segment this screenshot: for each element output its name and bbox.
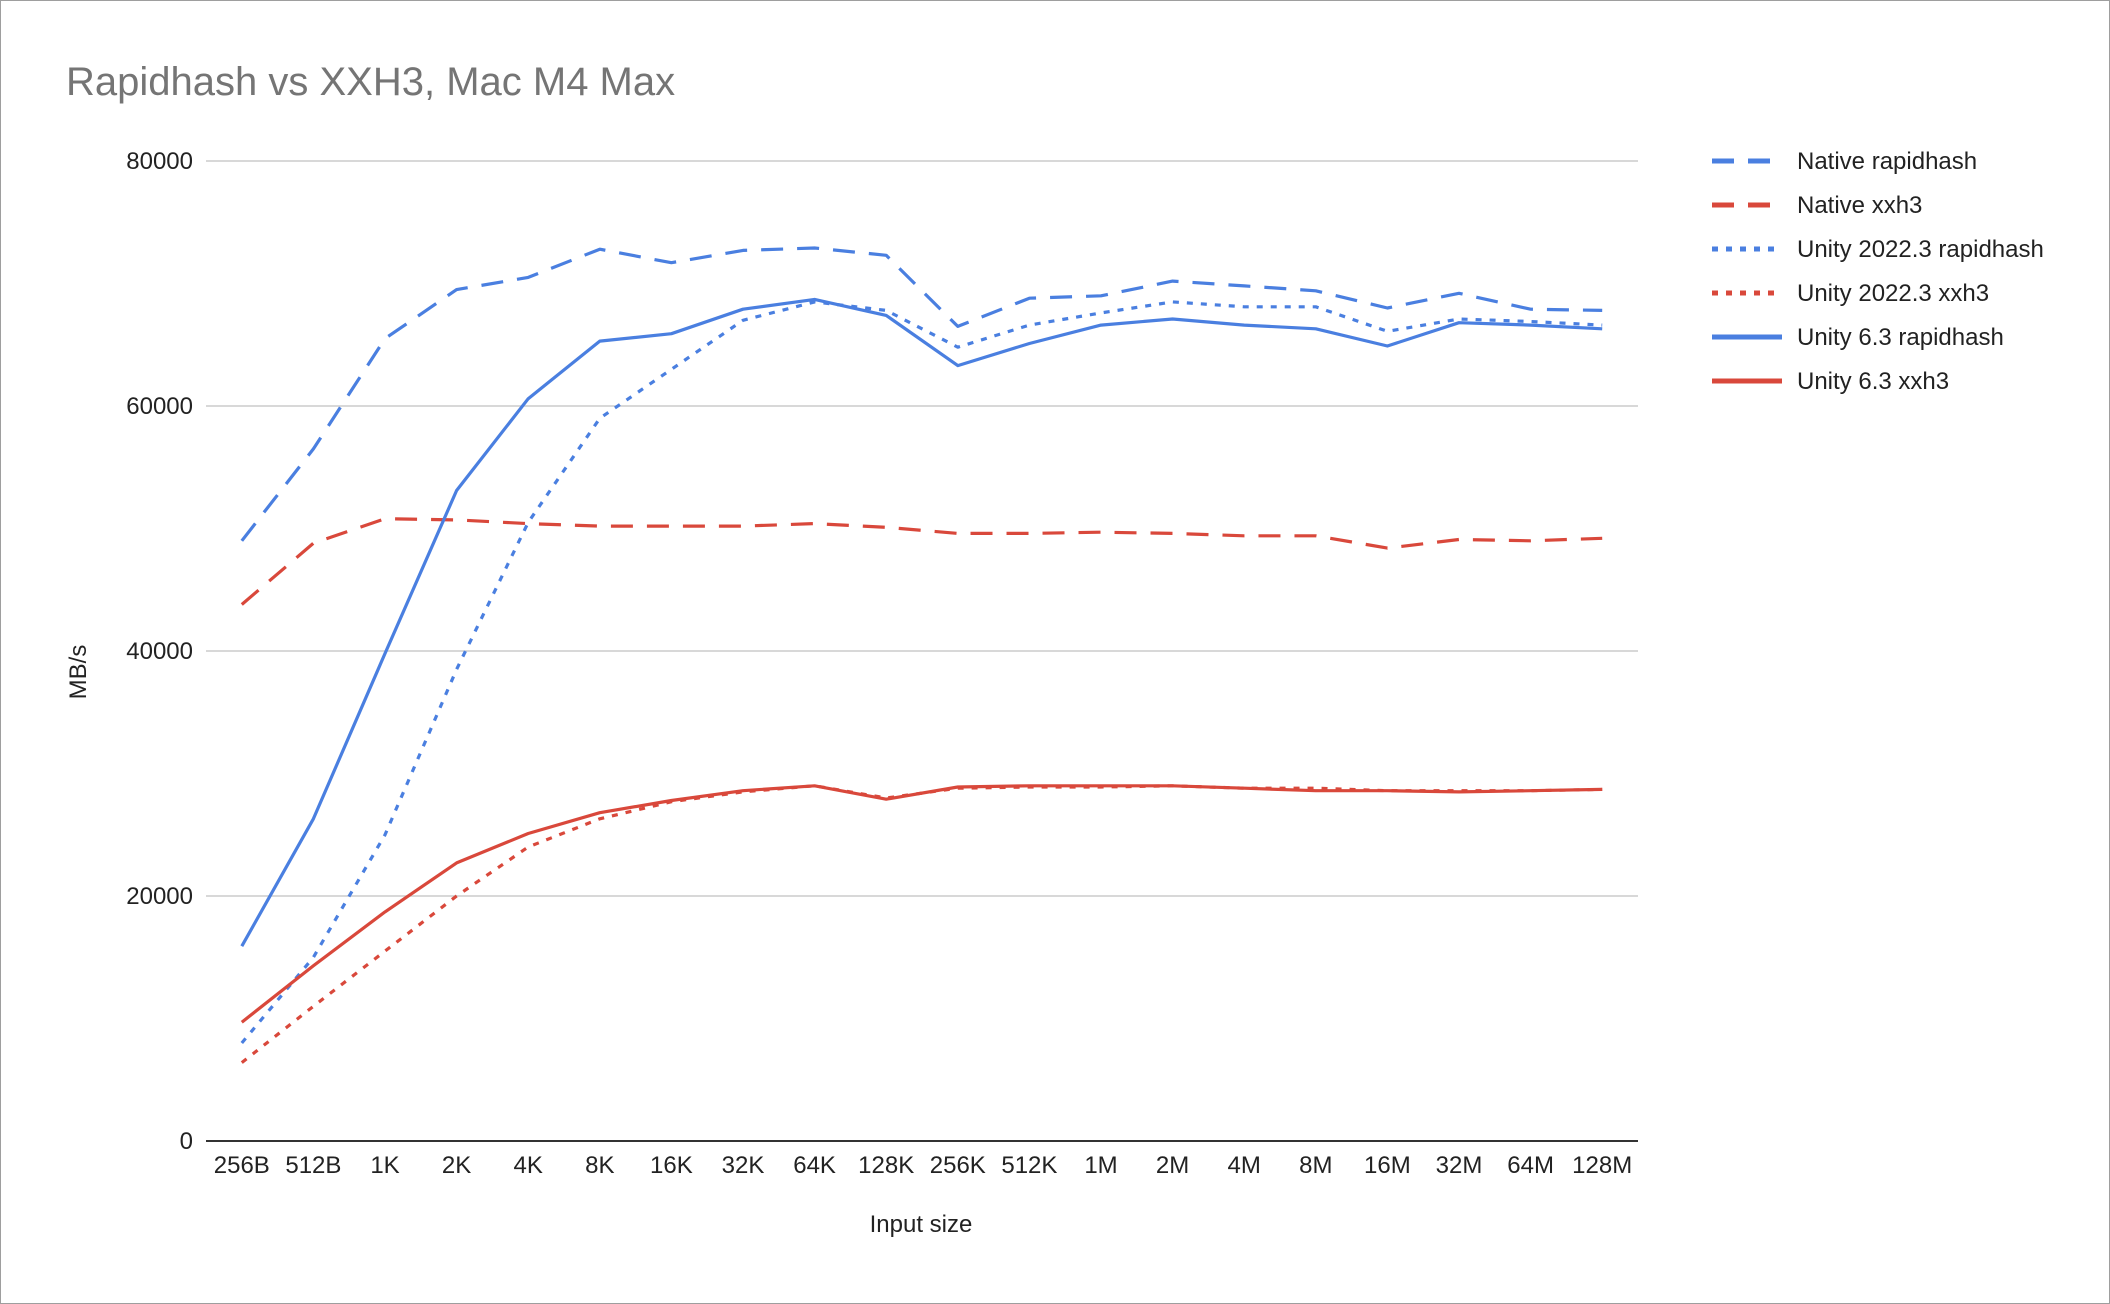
x-tick-label: 64M [1507,1152,1554,1179]
x-tick-label: 32K [722,1152,765,1179]
x-tick-label: 512K [1001,1152,1057,1179]
legend-label: Unity 2022.3 rapidhash [1797,236,2044,263]
legend-label: Unity 6.3 xxh3 [1797,368,1949,395]
x-tick-label: 128K [858,1152,914,1179]
x-tick-label: 256B [214,1152,270,1179]
legend-label: Unity 6.3 rapidhash [1797,324,2004,351]
y-tick-label: 60000 [126,393,193,420]
legend-label: Unity 2022.3 xxh3 [1797,280,1989,307]
series-line-unity-6-3-rapidhash [240,297,1603,947]
series-line-unity-2022-3-rapidhash [240,300,1603,1045]
legend: Native rapidhash Native xxh3 Unity 2022.3 … [1712,148,2044,395]
x-tick-label: 64K [793,1152,836,1179]
y-tick-label: 80000 [126,148,193,175]
x-tick-label: 4M [1228,1152,1261,1179]
x-tick-label: 8K [585,1152,614,1179]
x-tick-label: 1K [370,1152,399,1179]
series-lines [240,246,1603,1064]
x-tick-label: 16M [1364,1152,1411,1179]
y-tick-label: 40000 [126,638,193,665]
x-tick-label: 8M [1299,1152,1332,1179]
series-line-native-xxh3 [240,517,1603,606]
x-tick-label: 512B [285,1152,341,1179]
y-tick-label: 20000 [126,883,193,910]
series-line-unity-2022-3-xxh3 [240,784,1603,1064]
x-tick-label: 256K [930,1152,986,1179]
chart-title: Rapidhash vs XXH3, Mac M4 Max [66,60,676,104]
x-tick-label: 1M [1084,1152,1117,1179]
x-tick-label: 32M [1436,1152,1483,1179]
x-tick-label: 128M [1572,1152,1632,1179]
x-tick-label: 2K [442,1152,471,1179]
y-axis-ticks: 0 20000 40000 60000 80000 [126,148,193,1155]
x-axis-ticks: 256B 512B 1K 2K 4K 8K 16K 32K 64K 128K 256K 512K 1M 2… [214,1152,1632,1179]
y-tick-label: 0 [180,1128,193,1155]
x-axis-label: Input size [870,1211,973,1238]
series-line-native-rapidhash [240,246,1603,542]
x-tick-label: 4K [514,1152,543,1179]
x-tick-label: 16K [650,1152,693,1179]
legend-label: Native rapidhash [1797,148,1977,175]
y-axis-label: MB/s [65,645,92,700]
gridlines [206,160,1638,1142]
series-line-unity-6-3-xxh3 [240,784,1603,1024]
x-tick-label: 2M [1156,1152,1189,1179]
legend-label: Native xxh3 [1797,192,1922,219]
